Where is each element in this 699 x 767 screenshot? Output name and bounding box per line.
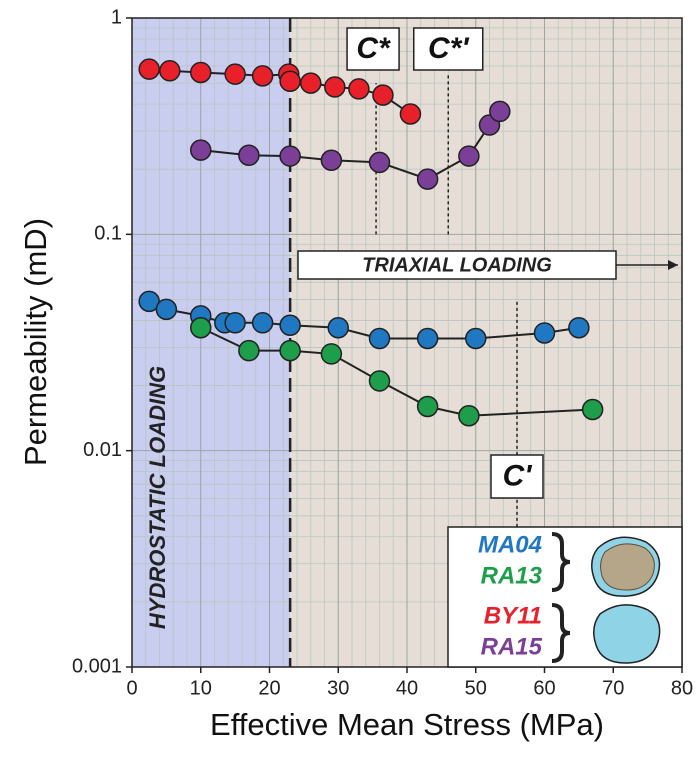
y-tick-label: 0.001: [72, 655, 122, 677]
plot-frame: [131, 17, 683, 668]
data-point: [279, 339, 301, 362]
marker-box: [346, 27, 400, 71]
data-point: [251, 312, 274, 334]
legend-label: BY11: [484, 602, 542, 629]
data-point: [348, 78, 370, 100]
y-tick-label: 0.01: [83, 439, 122, 461]
data-point: [368, 370, 391, 392]
marker-box: [490, 454, 544, 499]
data-point: [372, 84, 394, 106]
data-point: [533, 322, 556, 344]
data-point: [320, 343, 343, 365]
data-point: [320, 149, 343, 172]
legend-brace: [551, 603, 571, 663]
data-point: [138, 58, 160, 80]
data-point: [458, 145, 480, 167]
data-point: [568, 316, 590, 339]
data-point: [327, 316, 349, 339]
data-point: [324, 76, 346, 98]
data-point: [238, 144, 260, 167]
data-point: [368, 151, 391, 174]
data-point: [279, 314, 301, 336]
grain-uncoated: [593, 604, 661, 664]
triaxial-box: [297, 250, 617, 280]
legend-brace: [551, 532, 571, 592]
data-point: [416, 327, 439, 350]
data-point: [399, 103, 422, 125]
triaxial-label: TRIAXIAL LOADING: [362, 254, 552, 276]
data-point: [416, 168, 439, 190]
hydrostatic-label: HYDROSTATIC LOADING: [145, 366, 170, 629]
x-tick-label: 0: [126, 677, 137, 699]
data-point: [458, 405, 480, 427]
data-point: [368, 327, 391, 350]
data-point: [190, 316, 212, 339]
data-point: [279, 70, 301, 93]
marker-label: C*: [356, 32, 391, 65]
grain-core: [600, 543, 655, 591]
x-tick-label: 20: [258, 677, 280, 699]
x-tick-label: 80: [671, 677, 693, 699]
data-point: [190, 61, 212, 84]
data-point: [300, 72, 322, 94]
x-tick-label: 40: [396, 677, 418, 699]
hydrostatic-region: [132, 18, 291, 667]
y-axis-label: Permeability (mD): [18, 218, 53, 466]
data-point: [138, 290, 160, 313]
x-tick-label: 10: [190, 677, 212, 699]
x-tick-label: 60: [533, 677, 555, 699]
data-point: [489, 100, 511, 123]
y-tick-label: 1: [111, 6, 122, 28]
data-point: [190, 139, 212, 161]
legend-label: RA15: [481, 633, 543, 660]
x-tick-label: 70: [602, 677, 624, 699]
data-point: [416, 395, 439, 418]
x-tick-label: 30: [327, 677, 349, 699]
data-point: [224, 312, 246, 334]
data-point: [238, 339, 260, 362]
data-point: [155, 298, 178, 321]
legend-label: MA04: [478, 531, 542, 558]
data-point: [465, 327, 487, 350]
legend-label: RA13: [481, 562, 543, 589]
x-tick-label: 50: [465, 677, 487, 699]
x-axis-label: Effective Mean Stress (MPa): [210, 707, 604, 742]
data-point: [279, 145, 301, 167]
y-tick-label: 0.1: [94, 223, 122, 245]
data-point: [159, 60, 181, 82]
data-point: [251, 65, 274, 87]
data-point: [581, 398, 604, 421]
marker-label: C': [503, 459, 533, 492]
marker-label: C*': [428, 32, 469, 65]
data-point: [224, 63, 246, 85]
marker-box: [413, 27, 484, 71]
